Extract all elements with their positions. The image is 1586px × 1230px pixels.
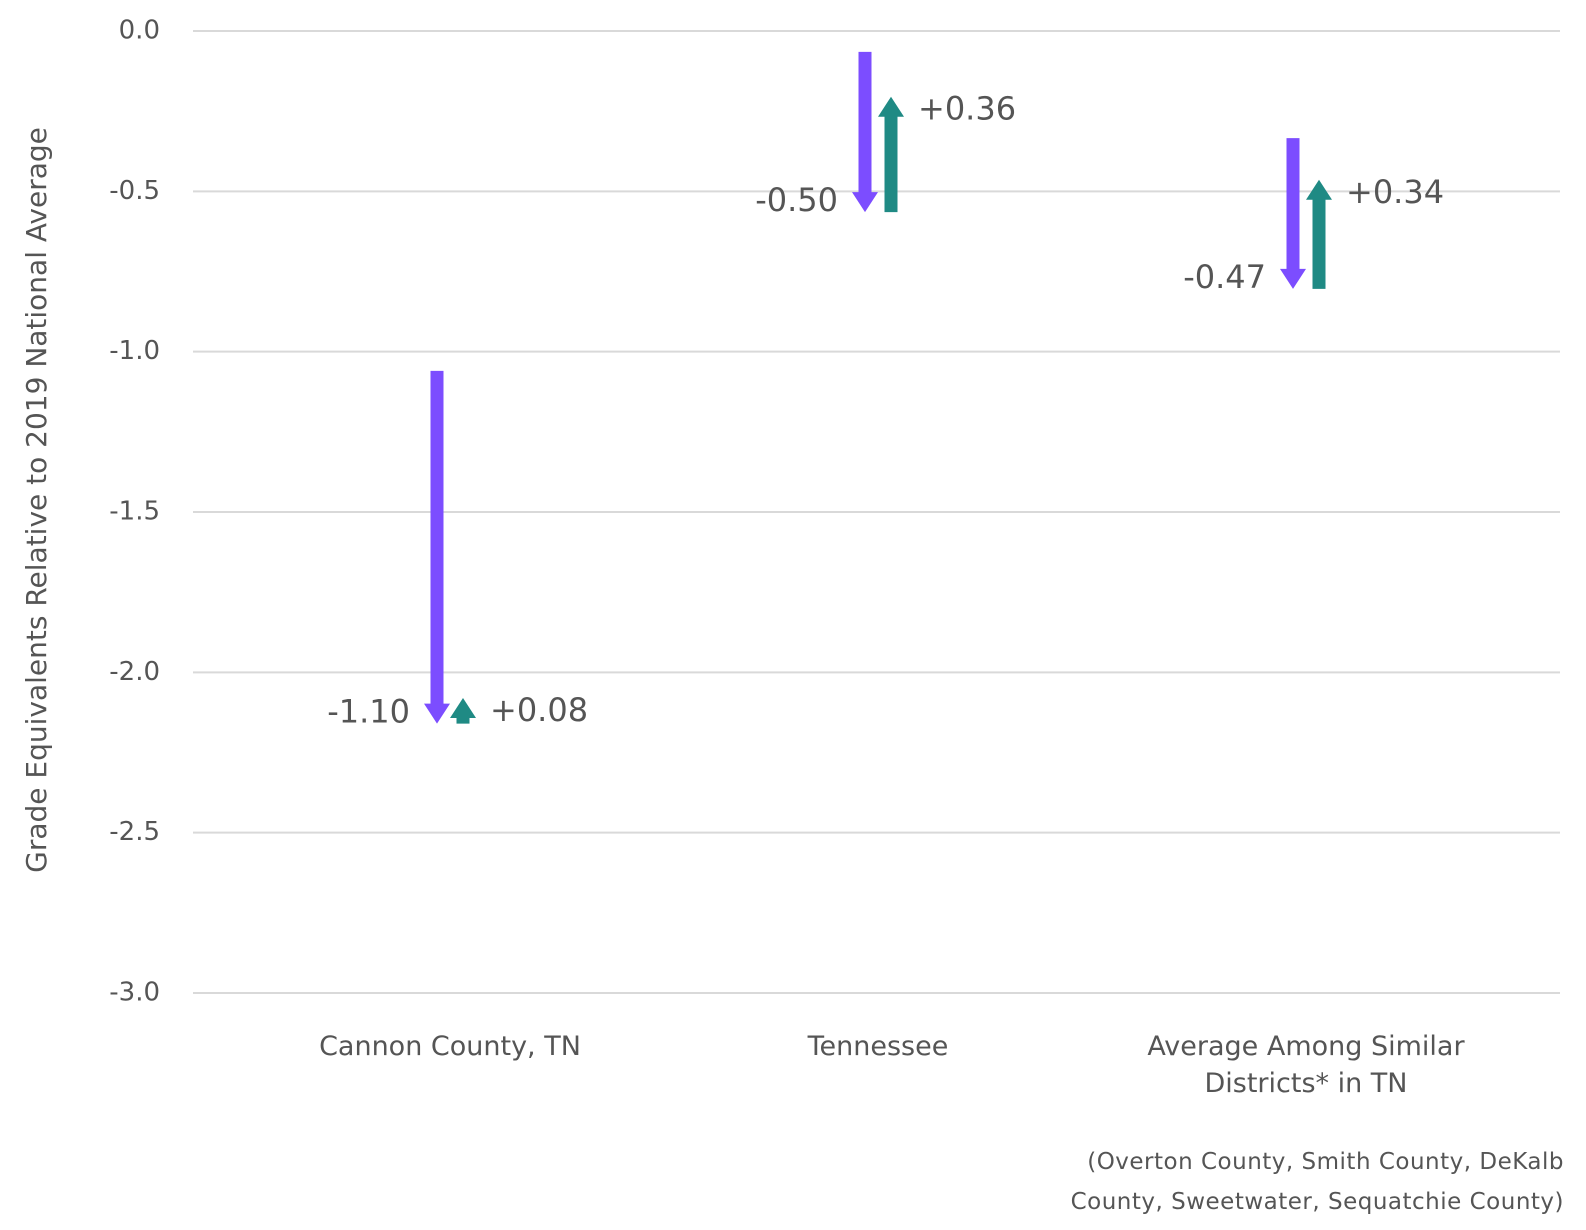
value-label: +0.08 (490, 691, 588, 729)
y-tick-label: -1.5 (109, 497, 160, 527)
x-tick-label: Cannon County, TN (319, 1031, 581, 1062)
change-arrow (1280, 138, 1306, 289)
value-label: +0.36 (918, 90, 1016, 128)
x-tick-label: Average Among Similar Districts* in TN (1147, 1031, 1465, 1099)
x-tick-label: Tennessee (807, 1031, 949, 1062)
y-tick-label: -3.0 (109, 978, 160, 1008)
change-arrow (450, 697, 476, 724)
y-axis-title: Grade Equivalents Relative to 2019 Natio… (20, 127, 53, 873)
y-tick-label: -0.5 (109, 176, 160, 206)
footnote: (Overton County, Smith County, DeKalb Co… (1070, 1149, 1564, 1215)
value-label: +0.34 (1346, 173, 1444, 211)
y-tick-label: -1.0 (109, 336, 160, 366)
change-arrow (424, 370, 450, 724)
change-arrow (1306, 179, 1332, 289)
y-tick-label: 0.0 (119, 16, 160, 46)
change-arrow (878, 96, 904, 213)
y-tick-label: -2.5 (109, 817, 160, 847)
value-label: -1.10 (327, 693, 410, 731)
value-label: -0.47 (1183, 258, 1266, 296)
y-tick-label: -2.0 (109, 657, 160, 687)
change-arrow (852, 51, 878, 213)
value-label: -0.50 (755, 181, 838, 219)
